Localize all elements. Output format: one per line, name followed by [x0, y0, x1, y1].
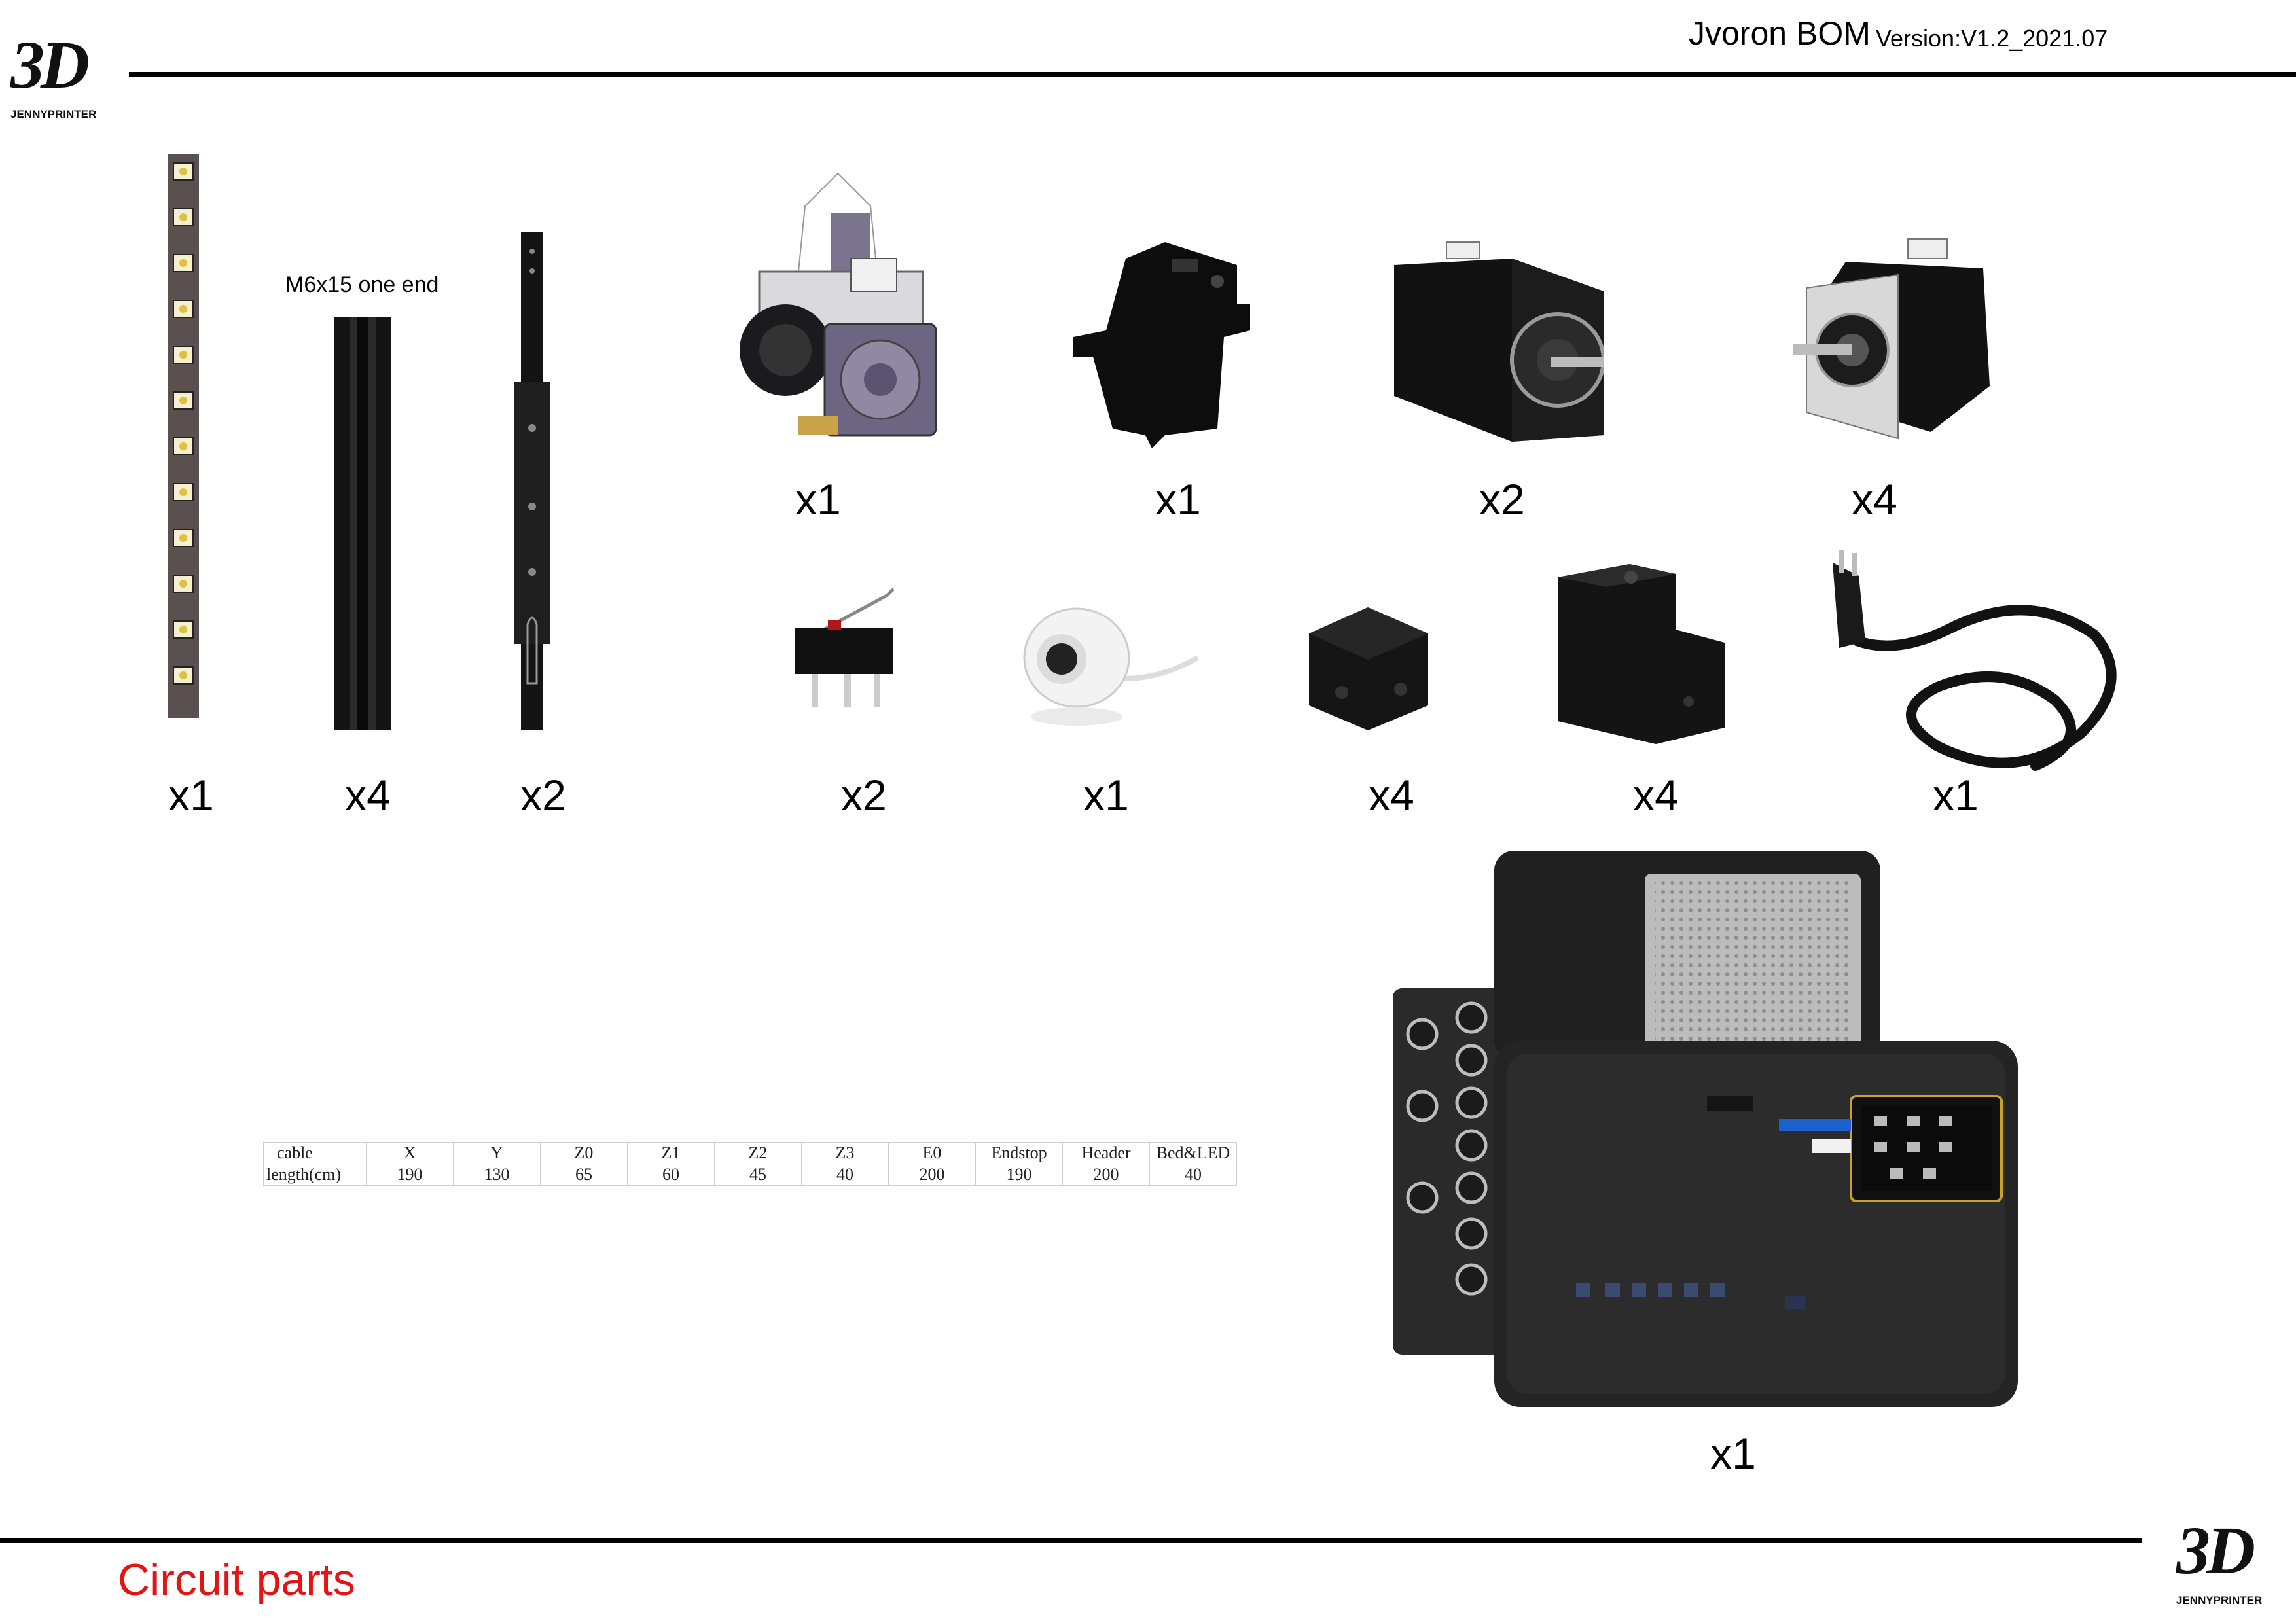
stepper-motor-large-icon	[1381, 239, 1605, 442]
qty-label: x2	[520, 771, 566, 819]
table-cell: cable	[263, 1142, 367, 1164]
table-cell: Z1	[627, 1142, 715, 1164]
qty-label: x4	[1852, 475, 1897, 524]
table-cell: Z2	[714, 1142, 802, 1164]
table-cell: 130	[453, 1164, 541, 1186]
section-title: Circuit parts	[118, 1555, 355, 1605]
table-cell: X	[366, 1142, 454, 1164]
extruder-toolhead-icon	[720, 167, 956, 448]
brand-logo-top-text: JENNYPRINTER	[10, 108, 97, 120]
brand-logo-top: 3D	[10, 27, 90, 103]
micro-switch-icon	[789, 582, 903, 713]
linear-rail-icon	[514, 232, 550, 730]
table-row: cable X Y Z0 Z1 Z2 Z3 E0 Endstop Header …	[263, 1142, 1237, 1164]
qty-label: x1	[1933, 771, 1979, 819]
qty-label: x4	[345, 771, 391, 819]
table-cell: 65	[540, 1164, 628, 1186]
qty-label: x1	[1710, 1429, 1756, 1478]
table-cell: Bed&LED	[1149, 1142, 1237, 1164]
table-cell: E0	[888, 1142, 976, 1164]
table-cell: 60	[627, 1164, 715, 1186]
table-cell: 45	[714, 1164, 802, 1186]
page-title: Jvoron BOM	[1689, 15, 1871, 52]
table-cell: Header	[1062, 1142, 1150, 1164]
x-carriage-block-icon	[1073, 239, 1250, 448]
table-cell: 190	[975, 1164, 1063, 1186]
table-cell: Z0	[540, 1142, 628, 1164]
table-row: length(cm) 190 130 65 60 45 40 200 190 2…	[263, 1164, 1237, 1186]
brand-logo-bottom: 3D	[2176, 1513, 2255, 1588]
cube-block-icon	[1309, 607, 1428, 730]
aluminum-extrusion-icon	[334, 317, 391, 730]
table-cell: 200	[888, 1164, 976, 1186]
table-cell: Y	[453, 1142, 541, 1164]
qty-label: x1	[1083, 771, 1129, 819]
qty-label: x2	[841, 771, 887, 819]
qty-label: x1	[1155, 475, 1201, 524]
qty-label: x4	[1369, 771, 1414, 819]
power-cord-icon	[1820, 550, 2134, 808]
table-cell: 40	[801, 1164, 889, 1186]
table-cell: 40	[1149, 1164, 1237, 1186]
webcam-icon	[1021, 605, 1199, 726]
qty-label: x4	[1633, 771, 1679, 819]
led-strip-icon	[168, 154, 199, 718]
table-cell: 200	[1062, 1164, 1150, 1186]
qty-label: x1	[168, 771, 214, 819]
table-cell: Z3	[801, 1142, 889, 1164]
table-cell: Endstop	[975, 1142, 1063, 1164]
table-cell: length(cm)	[263, 1164, 367, 1186]
brand-logo-bottom-text: JENNYPRINTER	[2176, 1594, 2263, 1607]
cable-length-table: cable X Y Z0 Z1 Z2 Z3 E0 Endstop Header …	[263, 1142, 1237, 1186]
qty-label: x1	[795, 475, 841, 524]
qty-label: x2	[1479, 475, 1525, 524]
mount-block-icon	[1558, 564, 1725, 744]
footer-rule	[0, 1538, 2142, 1543]
stepper-motor-small-icon	[1793, 236, 1990, 445]
extrusion-note: M6x15 one end	[285, 272, 439, 297]
electronics-box-icon	[1393, 851, 2018, 1427]
version-label: Version:V1.2_2021.07	[1876, 25, 2108, 52]
header-rule	[129, 72, 2296, 77]
table-cell: 190	[366, 1164, 454, 1186]
